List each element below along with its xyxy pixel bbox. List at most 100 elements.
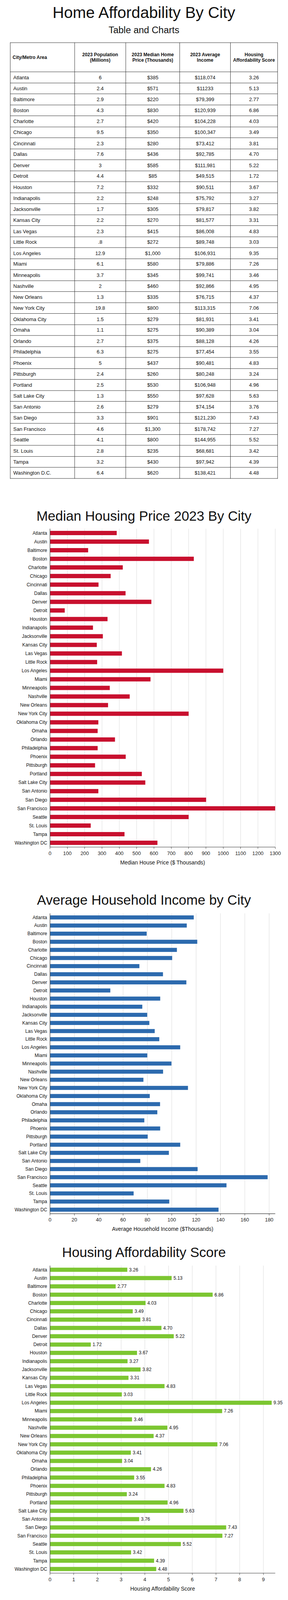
table-cell: $88,128 [179,335,231,347]
bar [49,1415,132,1421]
table-cell: $97,628 [179,389,231,401]
bar [49,1565,157,1570]
bar [49,1093,150,1097]
category-label: Indianapolis [22,1357,48,1363]
table-cell: Phoenix [10,357,75,368]
bar [49,1473,135,1479]
tick-mark [84,846,85,849]
bar [49,1357,128,1362]
table-row: Baltimore2.9$220$79,3992.77 [10,93,278,105]
tick-label: 0 [48,1575,52,1581]
bar [49,914,194,919]
category-label: Detroit [33,986,48,993]
table-cell: $76,715 [179,291,231,303]
table-cell: $235 [125,444,180,456]
table-cell: $1,000 [125,247,180,259]
category-label: Indianapolis [22,624,48,630]
axis-label: Housing Affordability Score [130,1584,196,1591]
tick-label: 140 [216,1215,225,1222]
category-label: Denver [32,1332,48,1338]
category-label: Kansas City [22,1373,48,1380]
bar [49,1515,139,1520]
table-cell: $305 [125,203,180,215]
table-cell: $99,741 [179,269,231,281]
table-cell: $415 [125,225,180,237]
table-cell: 3 [74,159,126,171]
table-cell: Washington D.C. [10,466,75,478]
data-label: 3.81 [142,1315,152,1321]
bar [49,1060,172,1065]
table-cell: 12.9 [74,247,126,259]
table-row: Pittsburgh2.4$260$80,2483.24 [10,368,278,379]
bar [49,1440,218,1446]
data-label: 7.27 [224,1531,234,1538]
category-label: Cincinnati [26,962,48,968]
axis-line [49,1571,276,1572]
table-cell: Indianapolis [10,192,75,204]
table-cell: Seattle [10,433,75,445]
tick-label: 500 [132,849,141,856]
table-cell: 7.2 [74,181,126,193]
table-cell: 3.26 [230,71,278,83]
table-cell: $620 [125,466,180,478]
tick-label: 900 [201,849,211,856]
bar [49,753,126,759]
category-label: Chicago [30,572,48,579]
table-cell: Salt Lake City [10,389,75,401]
category-label: Boston [32,1290,48,1297]
tick-mark [49,1212,51,1215]
table-cell: Jacksonville [10,203,75,215]
bars [49,1266,272,1570]
table-cell: $92,866 [179,280,231,292]
bar [49,1052,148,1057]
bar [49,745,98,750]
table-cell: 4.48 [230,466,278,478]
category-label: Nashville [28,1423,48,1430]
bar [49,1020,150,1024]
data-label: 5.22 [175,1332,185,1338]
table-cell: Kansas City [10,214,75,226]
bar [49,564,123,569]
category-label: Jacksonville [21,1365,48,1371]
category-label: Washington DC [14,1564,48,1571]
table-cell: $260 [125,368,180,379]
bar [49,676,151,681]
table-cell: Omaha [10,324,75,336]
table-cell: 2.4 [74,82,126,94]
table-cell: $74,154 [179,401,231,413]
data-label: 3.31 [130,1373,140,1380]
bar [49,1299,146,1304]
grid-line [49,912,51,1213]
table-cell: $275 [125,346,180,358]
bar [49,607,65,612]
tick-label: 160 [240,1215,250,1222]
tick-label: 8 [238,1575,242,1581]
table-row: Kansas City2.2$270$81,5773.31 [10,214,278,226]
table-cell: 7.27 [230,423,278,434]
table-cell: $77,454 [179,346,231,358]
category-label: Indianapolis [22,1002,48,1009]
tick-label: 80 [144,1215,151,1222]
table-cell: Oklahoma City [10,313,75,325]
table-cell: $437 [125,357,180,368]
bar [49,1266,128,1271]
category-label: Austin [34,1274,48,1280]
tick-label: 0 [48,849,52,856]
tick-mark [192,1571,193,1574]
bar [49,1084,189,1089]
table-cell: $104,228 [179,115,231,127]
table-cell: San Antonio [10,401,75,413]
bar [49,831,125,836]
category-label: Cincinnati [26,581,48,587]
bar [49,822,91,827]
table-cell: 2 [74,280,126,292]
grid-line [223,528,224,847]
data-label: 5.63 [185,1506,195,1513]
category-label: Detroit [33,607,48,613]
bar [49,947,177,952]
tick-label: 1300 [269,849,281,856]
axis-label: Average Household Income ($Thousands) [112,1224,214,1231]
table-cell: 5.22 [230,159,278,171]
bar [49,1457,123,1462]
table-cell: $120,939 [179,104,231,116]
